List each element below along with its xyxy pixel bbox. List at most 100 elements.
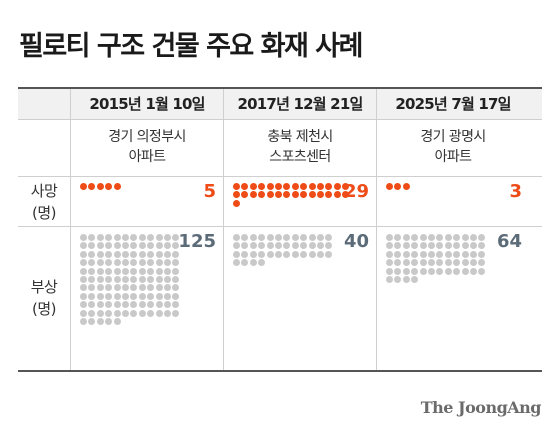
injury-dot bbox=[241, 234, 249, 241]
column-divider-2 bbox=[376, 89, 377, 370]
injury-dot bbox=[164, 267, 171, 275]
death-dot bbox=[386, 183, 393, 190]
injury-dot bbox=[164, 292, 171, 300]
column-date-1: 2017년 12월 21일 bbox=[237, 95, 364, 113]
place-line2: 아파트 bbox=[128, 149, 166, 165]
injury-dot bbox=[172, 234, 180, 241]
death-dot bbox=[266, 183, 274, 190]
injury-dot bbox=[470, 242, 477, 250]
injury-dot bbox=[113, 284, 121, 292]
death-dot bbox=[291, 183, 299, 190]
row-label-line2: (명) bbox=[31, 204, 57, 222]
injury-dot bbox=[122, 259, 129, 267]
injury-dot bbox=[402, 234, 410, 241]
injury-dot bbox=[386, 259, 393, 267]
injury-dot bbox=[461, 250, 469, 258]
injury-dot bbox=[122, 242, 129, 250]
injury-dot bbox=[172, 301, 180, 309]
injury-dot bbox=[130, 259, 138, 267]
injury-dot bbox=[386, 267, 393, 275]
injury-dot bbox=[461, 267, 469, 275]
death-dot bbox=[275, 183, 282, 190]
death-dot bbox=[394, 183, 402, 190]
injury-dot bbox=[453, 242, 461, 250]
injury-dot bbox=[80, 267, 87, 275]
injury-count-2: 64 bbox=[496, 231, 522, 252]
injury-dot bbox=[138, 276, 146, 283]
row-label-line2: (명) bbox=[31, 300, 57, 318]
injury-dot bbox=[105, 242, 113, 250]
death-divider bbox=[18, 226, 542, 227]
death-count-0: 5 bbox=[203, 181, 216, 202]
death-dot bbox=[283, 191, 291, 199]
injury-dot bbox=[283, 250, 291, 258]
injury-dot bbox=[283, 242, 291, 250]
death-dot bbox=[266, 191, 274, 199]
injury-dot bbox=[80, 234, 87, 241]
death-dot bbox=[402, 183, 410, 190]
injury-dot bbox=[155, 259, 163, 267]
column-date-0: 2015년 1월 10일 bbox=[89, 95, 205, 113]
injury-dot bbox=[402, 250, 410, 258]
injury-dot bbox=[402, 259, 410, 267]
injury-dot bbox=[258, 250, 266, 258]
injury-dot bbox=[266, 234, 274, 241]
injury-dot bbox=[96, 301, 104, 309]
injury-dot bbox=[113, 242, 121, 250]
injury-dot bbox=[258, 234, 266, 241]
injury-dot bbox=[394, 242, 402, 250]
injury-dot bbox=[80, 276, 87, 283]
injury-dot bbox=[88, 292, 96, 300]
place-line1: 충북 제천시 bbox=[267, 129, 333, 145]
injury-dot bbox=[130, 267, 138, 275]
column-place-2: 경기 광명시 아파트 bbox=[377, 127, 529, 167]
injury-dot bbox=[308, 234, 316, 241]
injury-dot bbox=[444, 250, 452, 258]
injury-dot bbox=[444, 234, 452, 241]
injury-dot bbox=[138, 309, 146, 317]
injury-dot bbox=[258, 242, 266, 250]
injury-dot bbox=[96, 276, 104, 283]
injury-dot bbox=[470, 250, 477, 258]
injury-dot bbox=[428, 259, 435, 267]
injury-dot bbox=[155, 267, 163, 275]
injury-dot bbox=[147, 284, 155, 292]
injury-dot bbox=[155, 301, 163, 309]
injury-dot bbox=[147, 250, 155, 258]
injury-dot bbox=[96, 318, 104, 325]
injury-dot bbox=[172, 292, 180, 300]
injury-dot bbox=[478, 242, 486, 250]
injury-dot bbox=[470, 234, 477, 241]
injury-dot bbox=[164, 309, 171, 317]
table-frame bbox=[18, 87, 542, 372]
death-dot bbox=[258, 191, 266, 199]
injury-dot bbox=[80, 309, 87, 317]
injury-dot bbox=[386, 276, 393, 283]
injury-dot bbox=[317, 250, 324, 258]
injury-dot bbox=[138, 242, 146, 250]
injury-dot bbox=[130, 284, 138, 292]
injury-dot bbox=[249, 259, 257, 267]
injury-dot bbox=[80, 250, 87, 258]
injury-dot bbox=[130, 276, 138, 283]
injury-dot bbox=[308, 250, 316, 258]
death-count-1: 29 bbox=[343, 181, 369, 202]
injury-dot bbox=[130, 242, 138, 250]
death-dot bbox=[233, 183, 240, 190]
place-line2: 아파트 bbox=[434, 149, 472, 165]
injury-dot bbox=[317, 242, 324, 250]
injury-dot bbox=[172, 267, 180, 275]
injury-dot bbox=[147, 309, 155, 317]
injury-dot bbox=[122, 301, 129, 309]
injury-dot bbox=[444, 242, 452, 250]
place-line1: 경기 의정부시 bbox=[108, 129, 186, 145]
row-label-line1: 사망 bbox=[30, 182, 58, 200]
injury-dot bbox=[155, 242, 163, 250]
injury-dot bbox=[428, 267, 435, 275]
injury-dot bbox=[258, 259, 266, 267]
injury-dot bbox=[453, 259, 461, 267]
injury-dot bbox=[453, 250, 461, 258]
injury-dot bbox=[105, 267, 113, 275]
column-place-1: 충북 제천시 스포츠센터 bbox=[224, 127, 376, 167]
injury-dot bbox=[394, 250, 402, 258]
